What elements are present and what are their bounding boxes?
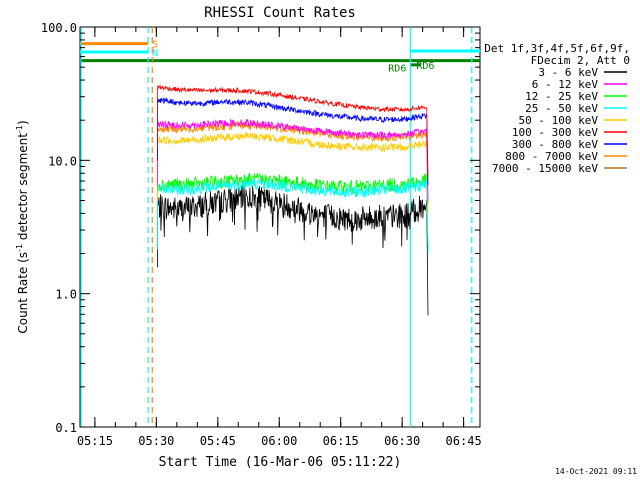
axes: 0.1 1.0 10.0 100.0 05:15 05:30 05:45 06:00 06:15… <box>41 21 482 448</box>
state-bar-label: S <box>152 40 158 51</box>
y-axis-label-sup1: -1 <box>15 244 24 252</box>
series-line <box>156 131 429 214</box>
x-tick-label: 06:15 <box>323 434 359 448</box>
y-tick-label: 0.1 <box>55 421 77 435</box>
y-tick-label: 100.0 <box>41 21 77 35</box>
legend-label: 25 - 50 keV <box>525 102 598 115</box>
plot-area <box>79 26 481 428</box>
x-tick-label: 05:15 <box>77 434 113 448</box>
legend-header-detectors: Det 1f,3f,4f,5f,6f,9f, <box>484 42 630 55</box>
x-tick-label: 05:45 <box>200 434 236 448</box>
state-bar-label: N <box>152 48 158 59</box>
y-axis-label: Count Rate (s-1 detector segment-1) <box>15 120 30 333</box>
legend-label: 3 - 6 keV <box>538 66 598 79</box>
legend-label: 6 - 12 keV <box>532 78 599 91</box>
legend: Det 1f,3f,4f,5f,6f,9f, FDecim 2, Att 0 3… <box>484 42 630 175</box>
x-axis-label: Start Time (16-Mar-06 05:11:22) <box>159 455 402 470</box>
x-tick-label: 06:45 <box>446 434 482 448</box>
y-tick-label: 10.0 <box>48 154 77 168</box>
x-tick-label: 05:30 <box>138 434 174 448</box>
series-line <box>156 84 429 177</box>
instrument-state-bars: SN RD6 RD6 <box>80 40 480 75</box>
series-line <box>156 172 429 250</box>
legend-label: 12 - 25 keV <box>525 90 598 103</box>
y-axis-label-end: ) <box>16 120 30 125</box>
state-bar-label: RD6 <box>416 61 434 72</box>
y-axis-label-sup2: -1 <box>15 125 24 133</box>
series-line <box>156 96 429 185</box>
series-lines <box>156 84 429 316</box>
state-bar-label: RD6 <box>388 64 406 75</box>
footer-timestamp: 14-Oct-2021 09:11 <box>555 467 637 476</box>
legend-header-decimation: FDecim 2, Att 0 <box>531 54 630 67</box>
y-axis-label-main: Count Rate (s <box>16 252 30 334</box>
legend-label: 7000 - 15000 keV <box>492 162 598 175</box>
y-axis-label-mid: detector segment <box>16 133 30 244</box>
series-line <box>156 118 429 201</box>
legend-label: 100 - 300 keV <box>512 126 598 139</box>
series-line <box>156 121 429 204</box>
legend-label: 800 - 7000 keV <box>505 150 598 163</box>
series-line <box>156 178 429 255</box>
x-tick-label: 06:30 <box>384 434 420 448</box>
y-tick-label: 1.0 <box>55 288 77 302</box>
chart-title: RHESSI Count Rates <box>204 5 356 21</box>
x-tick-label: 06:00 <box>261 434 297 448</box>
series-line <box>156 184 429 316</box>
legend-label: 50 - 100 keV <box>519 114 599 127</box>
attenuator-markers <box>80 27 473 427</box>
legend-label: 300 - 800 keV <box>512 138 598 151</box>
